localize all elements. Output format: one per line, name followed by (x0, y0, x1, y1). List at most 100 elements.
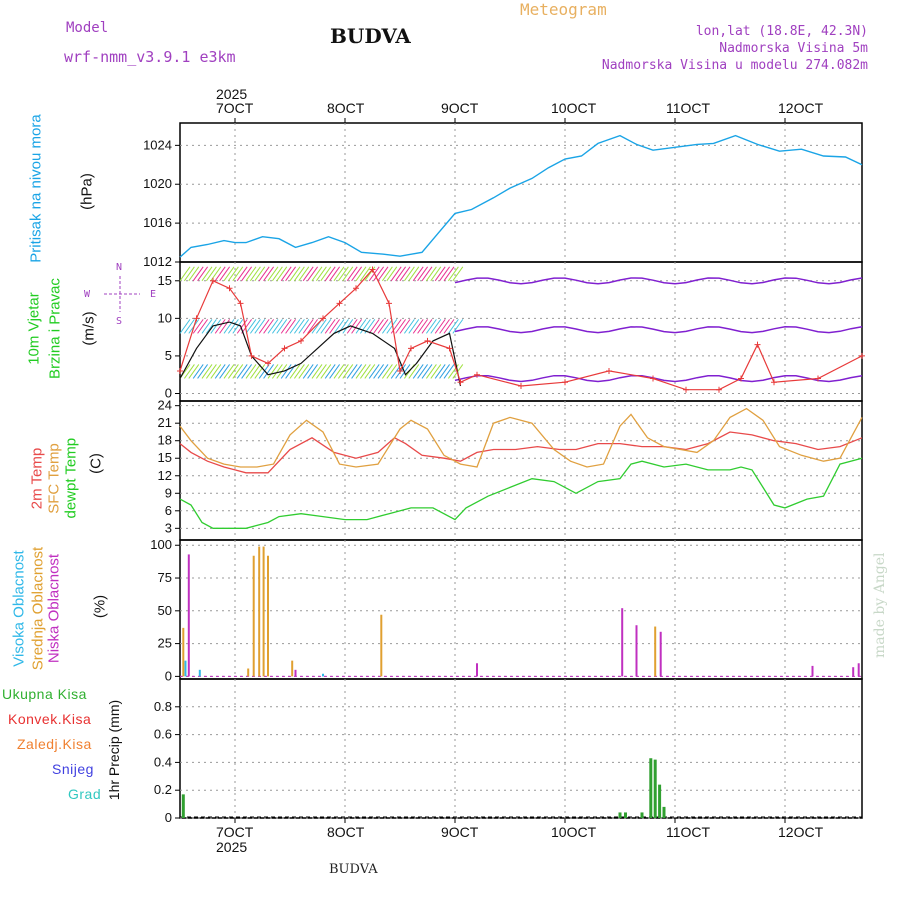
wind-barb-2 (241, 364, 253, 379)
wind-barb-2 (223, 364, 235, 379)
lonlat: lon,lat (18.8E, 42.3N) (695, 24, 868, 39)
gust-marker (237, 300, 244, 307)
wind-barb-0 (390, 266, 402, 282)
wind-barb-0 (210, 266, 222, 282)
wind-barb-1 (214, 319, 226, 334)
year-top: 2025 (216, 86, 248, 102)
ytick-label-4-2: 0.4 (154, 754, 172, 769)
xtick-bottom-1: 8OCT (327, 824, 365, 840)
wind-barb-1 (399, 319, 411, 334)
wind-barb-0 (289, 266, 301, 282)
gust-marker (298, 337, 304, 344)
wind-barb-2 (381, 364, 393, 379)
wind-barb-1 (280, 319, 292, 334)
wind-barb-1 (390, 319, 402, 334)
wind-barb-1 (439, 319, 451, 334)
wind-barb-0 (421, 266, 433, 282)
wind-barb-2 (434, 364, 446, 379)
gust-marker (210, 277, 216, 284)
bar-cloud-high (198, 669, 201, 677)
series-pressure-line (179, 134, 863, 258)
wind-barb-1 (223, 319, 235, 334)
wind-barb-1 (263, 319, 275, 334)
wind-barb-0 (205, 266, 217, 282)
wind-barb-1 (197, 319, 209, 334)
bar-cloud-low (476, 663, 478, 677)
wind-barb-0 (280, 266, 292, 282)
ytick-label-2-6: 21 (158, 415, 172, 430)
ytick-label-2-2: 9 (165, 485, 172, 500)
gust-marker (408, 345, 414, 352)
wind-barb-1 (452, 319, 464, 334)
gust-marker (650, 375, 656, 382)
wind-barb-1 (386, 319, 398, 334)
wind-barb-2 (289, 364, 301, 379)
compass-n: N (116, 262, 123, 273)
wind-barb-0 (188, 266, 200, 282)
wind-barb-2 (307, 364, 319, 379)
wind-barb-2 (267, 364, 279, 379)
wind-barb-1 (249, 319, 261, 334)
wind-barb-1 (192, 319, 204, 334)
wind-barb-2 (333, 364, 345, 379)
gust-marker (562, 379, 568, 386)
wind-vector-row-1 (454, 326, 863, 334)
wind-barb-1 (342, 319, 354, 334)
wind-barb-0 (298, 266, 310, 282)
bar-precip-rain (640, 812, 644, 818)
wind-barb-1 (241, 319, 253, 334)
wind-barb-2 (408, 364, 420, 379)
wind-barb-0 (307, 266, 319, 282)
wind-barb-1 (395, 319, 407, 334)
wind-barb-2 (359, 364, 371, 379)
ytick-label-3-3: 75 (158, 570, 172, 585)
precip-legend-conv: Konvek.Kisa (8, 711, 92, 727)
gust-marker (446, 345, 453, 352)
wind-barb-1 (359, 319, 371, 334)
wind-barb-1 (421, 319, 433, 334)
wind-barb-2 (320, 364, 332, 379)
wind-barb-2 (315, 364, 327, 379)
model-name: wrf-nmm_v3.9.1 e3km (64, 48, 236, 66)
wind-barb-1 (183, 319, 195, 334)
wind-barb-0 (452, 266, 464, 282)
wind-barb-2 (311, 364, 323, 379)
bar-cloud-mid (258, 546, 261, 677)
wind-barb-0 (249, 266, 261, 282)
wind-barb-0 (373, 266, 385, 282)
wind-barb-0 (434, 266, 446, 282)
gust-marker (336, 300, 343, 307)
gust-marker (754, 341, 761, 348)
gust-marker (353, 285, 359, 292)
bar-cloud-low (852, 667, 855, 677)
wind-barb-0 (447, 266, 459, 282)
series-dewpt-line (179, 457, 863, 529)
wind-barb-2 (386, 364, 398, 379)
wind-barb-2 (439, 364, 451, 379)
gust-marker (248, 352, 255, 359)
gust-marker (320, 315, 326, 322)
gust-marker (771, 379, 777, 386)
ytick-label-4-4: 0.8 (154, 699, 172, 714)
wind-barb-2 (302, 364, 314, 379)
wind-barb-1 (447, 319, 459, 334)
wind-barb-1 (324, 319, 336, 334)
wind-barb-1 (219, 319, 231, 334)
ytick-label-3-0: 0 (165, 668, 172, 683)
bar-precip-rain (618, 812, 622, 818)
wind-barb-0 (324, 266, 336, 282)
wind-barb-2 (205, 364, 217, 379)
xtick-top-0: 7OCT (216, 100, 254, 116)
gust-marker (859, 352, 865, 359)
wind-barb-1 (434, 319, 446, 334)
wind-barb-2 (324, 364, 336, 379)
ytick-label-3-1: 25 (158, 636, 172, 651)
ytick-label-4-3: 0.6 (154, 727, 172, 742)
gust-marker (815, 375, 821, 382)
wind-barb-0 (346, 266, 358, 282)
wind-barb-0 (223, 266, 235, 282)
wind-barb-0 (320, 266, 332, 282)
wind-barb-2 (368, 364, 380, 379)
wind-barb-2 (280, 364, 292, 379)
